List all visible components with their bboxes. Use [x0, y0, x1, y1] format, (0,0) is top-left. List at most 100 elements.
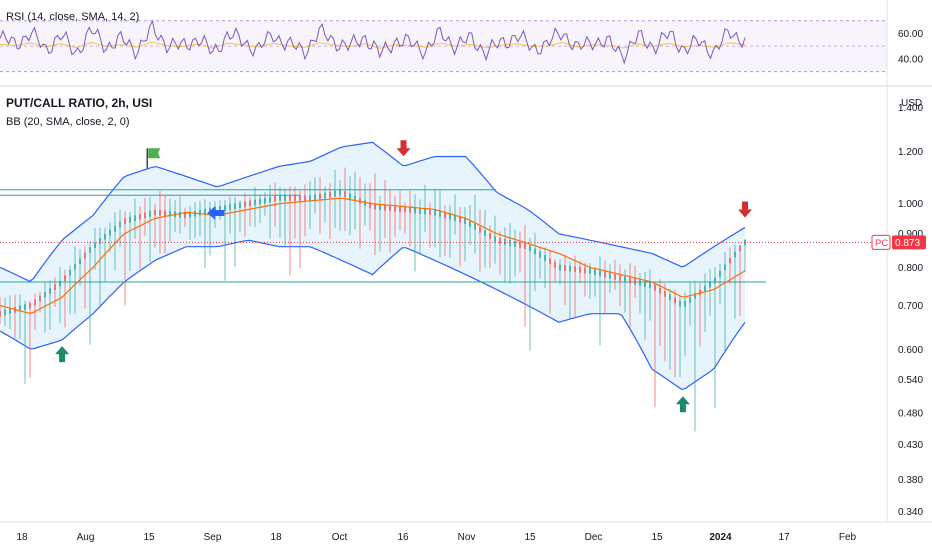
flag-marker[interactable]: [146, 148, 161, 169]
candle-body: [69, 269, 71, 276]
candle-body: [439, 211, 441, 217]
bb-legend[interactable]: BB (20, SMA, close, 2, 0): [6, 116, 130, 128]
candle-body: [639, 280, 641, 286]
candle-body: [694, 293, 696, 299]
candle-body: [154, 209, 156, 216]
candle-body: [629, 277, 631, 284]
candle-body: [714, 277, 716, 284]
candle-body: [264, 197, 266, 204]
candle-body: [529, 245, 531, 252]
candle-body: [304, 195, 306, 201]
candle-body: [0, 310, 1, 317]
candle-body: [399, 206, 401, 212]
candle-body: [9, 308, 11, 314]
candle-body: [709, 282, 711, 288]
time-tick-label: 15: [524, 532, 536, 543]
arrow-up-marker[interactable]: [55, 346, 70, 363]
candle-body: [484, 230, 486, 236]
candle-body: [549, 258, 551, 265]
candle-body: [494, 236, 496, 242]
candle-body: [464, 218, 466, 224]
arrow-up-marker[interactable]: [675, 396, 690, 413]
rsi-pane[interactable]: RSI (14, close, SMA, 14, 2) 60.00 40.00: [0, 11, 923, 73]
candle-body: [414, 207, 416, 214]
price-tick-label: 0.600: [898, 345, 923, 356]
markers[interactable]: [55, 140, 752, 413]
candle-body: [129, 216, 131, 223]
candle-body: [739, 245, 741, 252]
price-tick-label: 1.200: [898, 147, 923, 158]
candle-body: [249, 200, 251, 207]
candle-body: [584, 267, 586, 274]
arrow-down-marker[interactable]: [738, 201, 752, 218]
candle-body: [109, 229, 111, 236]
candle-body: [419, 208, 421, 214]
candle-body: [74, 263, 76, 270]
candle-body: [614, 274, 616, 280]
time-tick-label: 18: [16, 532, 28, 543]
candle-body: [654, 284, 656, 291]
candle-body: [374, 203, 376, 210]
candle-body: [644, 281, 646, 287]
candle-body: [704, 285, 706, 292]
candle-body: [199, 209, 201, 216]
price-tick-label: 0.540: [898, 375, 923, 386]
candle-body: [114, 225, 116, 232]
candles: [0, 167, 746, 432]
candle-body: [734, 251, 736, 258]
candle-body: [309, 195, 311, 201]
candle-body: [499, 238, 501, 244]
rsi-legend[interactable]: RSI (14, close, SMA, 14, 2): [6, 11, 139, 23]
time-axis[interactable]: 18 Aug 15 Sep 18 Oct 16 Nov 15 Dec 15 2024 17 Feb: [16, 532, 856, 543]
price-tick-label: 0.700: [898, 301, 923, 312]
candle-body: [619, 275, 621, 281]
currency-label[interactable]: USD: [901, 98, 922, 109]
candle-body: [244, 201, 246, 208]
last-value-box: [892, 235, 926, 250]
time-tick-label: 15: [143, 532, 155, 543]
candle-body: [469, 221, 471, 227]
candle-body: [184, 212, 186, 219]
price-tick-label: 0.480: [898, 409, 923, 420]
main-pane[interactable]: PUT/CALL RATIO, 2h, USI BB (20, SMA, clo…: [0, 96, 887, 432]
candle-body: [729, 258, 731, 264]
candle-body: [534, 248, 536, 255]
price-tick-label: 0.900: [898, 229, 923, 240]
candle-body: [389, 205, 391, 211]
rsi-tick-60: 60.00: [898, 29, 923, 40]
candle-body: [299, 195, 301, 201]
price-axis[interactable]: USD 1.400 1.200 1.000 0.900 0.800 0.700 0.600 0…: [898, 98, 923, 518]
time-tick-label: Sep: [204, 532, 222, 543]
candle-body: [599, 270, 601, 277]
candle-body: [124, 218, 126, 224]
price-tick-label: 0.430: [898, 440, 923, 451]
candle-body: [434, 209, 436, 216]
candle-body: [394, 205, 396, 212]
candle-body: [39, 295, 41, 302]
arrow-down-marker[interactable]: [396, 140, 411, 157]
candle-body: [79, 258, 81, 264]
candle-body: [24, 304, 26, 310]
candle-body: [449, 214, 451, 220]
candle-body: [239, 202, 241, 209]
candle-body: [719, 271, 721, 277]
series-tag: PC: [875, 238, 888, 249]
candle-body: [179, 211, 181, 218]
bollinger-band-fill: [0, 142, 745, 390]
chart-title[interactable]: PUT/CALL RATIO, 2h, USI: [6, 96, 152, 110]
candle-body: [569, 265, 571, 272]
candle-body: [224, 205, 226, 211]
bollinger-upper-band: [0, 141, 746, 283]
candle-body: [219, 206, 221, 212]
time-tick-label: 18: [270, 532, 282, 543]
candle-body: [44, 291, 46, 298]
candle-body: [164, 210, 166, 217]
candle-body: [544, 255, 546, 261]
candle-body: [339, 189, 341, 196]
arrow-left-marker[interactable]: [207, 206, 225, 221]
candle-body: [634, 278, 636, 285]
candle-body: [169, 210, 171, 217]
price-tick-label: 1.000: [898, 199, 923, 210]
candle-body: [64, 275, 66, 282]
candle-body: [509, 240, 511, 246]
